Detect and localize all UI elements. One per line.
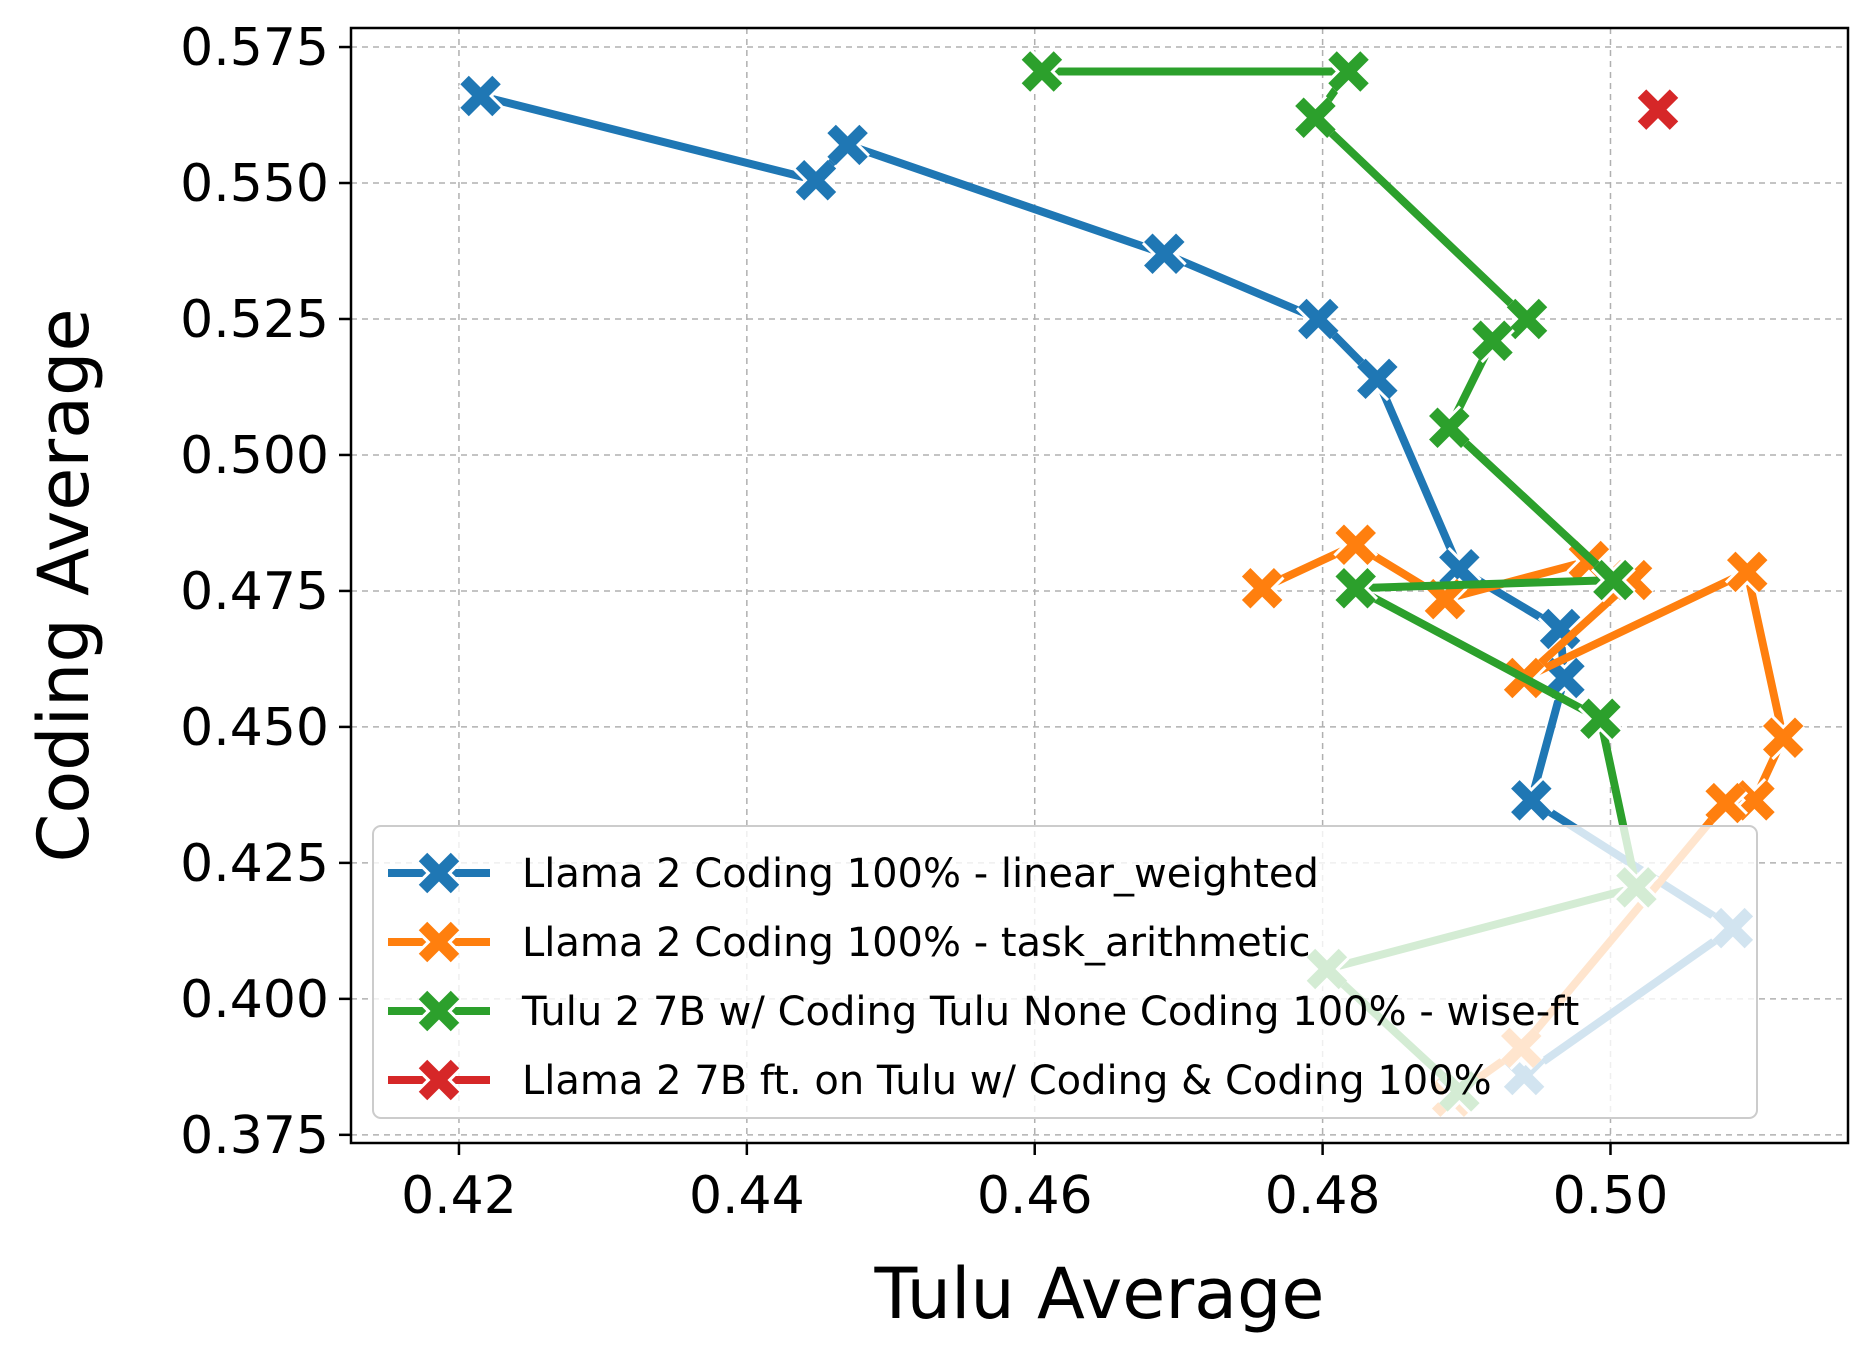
- y-tick-label: 0.425: [180, 834, 329, 894]
- legend-marker: [416, 919, 462, 965]
- series-4: [1635, 87, 1681, 132]
- data-point: [825, 122, 870, 168]
- x-tick-label: 0.46: [977, 1166, 1093, 1226]
- data-point: [1333, 565, 1379, 611]
- legend-label: Llama 2 Coding 100% - linear_weighted: [522, 851, 1319, 897]
- data-point: [1508, 777, 1554, 823]
- data-point: [1354, 356, 1400, 402]
- data-point: [1436, 546, 1482, 592]
- y-tick-label: 0.525: [180, 290, 329, 350]
- data-point: [1591, 557, 1636, 603]
- data-point: [1141, 231, 1187, 277]
- data-point: [1239, 565, 1285, 611]
- data-point: [1635, 87, 1681, 132]
- y-tick-label: 0.550: [180, 154, 329, 214]
- data-point: [1504, 296, 1550, 342]
- data-point: [1293, 95, 1338, 141]
- y-tick-label: 0.375: [180, 1106, 329, 1166]
- data-point: [793, 157, 839, 203]
- x-tick-label: 0.48: [1265, 1166, 1381, 1226]
- y-tick-label: 0.450: [180, 698, 329, 758]
- y-tick-label: 0.575: [180, 18, 329, 78]
- data-point: [1326, 49, 1371, 94]
- data-point: [1760, 715, 1806, 761]
- data-point: [1019, 49, 1065, 94]
- legend-marker: [416, 988, 462, 1034]
- legend-label: Llama 2 7B ft. on Tulu w/ Coding & Codin…: [522, 1058, 1492, 1104]
- data-point: [1578, 696, 1623, 742]
- data-point: [1470, 318, 1515, 364]
- legend-item: Llama 2 7B ft. on Tulu w/ Coding & Codin…: [388, 1057, 1492, 1104]
- plot-frame: [349, 26, 1850, 1145]
- data-point: [458, 73, 503, 119]
- x-axis-label: Tulu Average: [873, 1253, 1324, 1335]
- legend-marker: [416, 1057, 462, 1103]
- x-tick-label: 0.44: [689, 1166, 805, 1226]
- legend-label: Tulu 2 7B w/ Coding Tulu None Coding 100…: [521, 989, 1579, 1035]
- legend-item: Tulu 2 7B w/ Coding Tulu None Coding 100…: [388, 988, 1579, 1035]
- legend: Llama 2 Coding 100% - linear_weighted Lla…: [372, 825, 1758, 1119]
- data-point: [1426, 405, 1472, 451]
- data-point: [1724, 549, 1770, 595]
- legend-marker: [416, 850, 462, 896]
- y-tick-label: 0.400: [180, 970, 329, 1030]
- legend-item: Llama 2 Coding 100% - linear_weighted: [388, 850, 1319, 897]
- legend-item: Llama 2 Coding 100% - task_arithmetic: [388, 919, 1311, 966]
- y-tick-label: 0.500: [180, 426, 329, 486]
- data-point: [1703, 780, 1749, 826]
- y-tick-label: 0.475: [180, 562, 329, 622]
- series-1: [458, 73, 1756, 1098]
- data-point: [1295, 296, 1341, 342]
- legend-label: Llama 2 Coding 100% - task_arithmetic: [522, 920, 1311, 966]
- legend-box: [372, 825, 1758, 1119]
- x-tick-label: 0.42: [401, 1166, 517, 1226]
- x-tick-label: 0.50: [1553, 1166, 1669, 1226]
- axis-ticks: 0.42 0.44 0.46 0.48 0.50 0.375 0.400 0.425 0.450…: [180, 18, 1668, 1226]
- data-point: [1333, 522, 1379, 568]
- y-axis-label: Coding Average: [23, 308, 105, 862]
